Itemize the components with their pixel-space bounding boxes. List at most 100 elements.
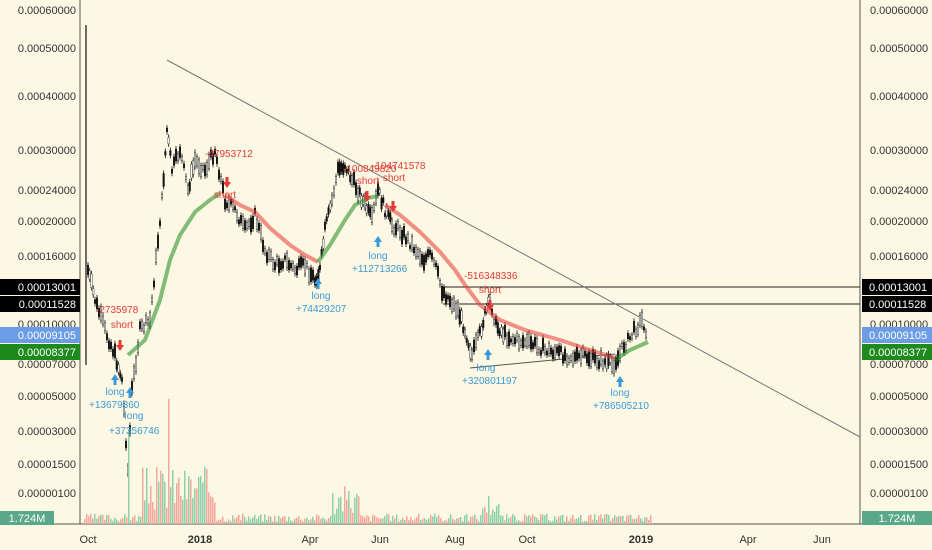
volume-bar	[288, 516, 290, 524]
volume-bar	[162, 473, 164, 524]
short-arrow-icon	[116, 340, 124, 351]
candle-body	[319, 265, 322, 270]
volume-bar	[178, 477, 180, 524]
candle-body	[480, 326, 483, 337]
volume-bar	[250, 519, 252, 524]
signal-value: -2735978	[96, 305, 139, 316]
volume-bar	[100, 514, 102, 524]
volume-bar	[174, 503, 176, 524]
candle-body	[237, 219, 240, 225]
volume-bar	[308, 520, 310, 524]
volume-bar	[346, 499, 348, 524]
volume-bar	[512, 514, 514, 524]
candle-body	[288, 260, 291, 271]
volume-bar	[204, 466, 206, 524]
volume-bar	[244, 517, 246, 524]
candle-body	[249, 217, 252, 233]
volume-bar	[102, 514, 104, 524]
volume-bar	[324, 518, 326, 524]
volume-bar	[580, 514, 582, 524]
volume-bar	[292, 521, 294, 524]
candle-body	[586, 353, 589, 364]
volume-bar	[160, 470, 162, 524]
volume-bar	[328, 518, 330, 524]
long-arrow-icon	[484, 349, 492, 360]
candle-body	[449, 295, 452, 307]
candle-body	[142, 325, 145, 332]
volume-bar	[366, 515, 368, 524]
volume-bar	[332, 493, 334, 524]
volume-bar	[278, 515, 280, 524]
volume-bar	[552, 520, 554, 524]
volume-bar	[606, 513, 608, 524]
candle-body	[124, 440, 127, 449]
volume-bar	[362, 515, 364, 524]
volume-bar	[498, 503, 500, 524]
volume-bar	[562, 514, 564, 524]
candle-body	[419, 250, 422, 265]
candle-body	[355, 182, 358, 195]
volume-bar	[94, 513, 96, 524]
candle-body	[304, 259, 307, 275]
volume-bar	[402, 517, 404, 524]
candle-body	[576, 346, 579, 361]
candle-body	[146, 319, 149, 324]
volume-bar	[298, 516, 300, 524]
candle-body	[578, 352, 581, 359]
candle-body	[613, 360, 616, 374]
price-tag-right-text: 0.00013001	[869, 282, 927, 294]
right-axis-tick: 0.00005000	[870, 391, 928, 403]
volume-bar	[200, 475, 202, 524]
volume-bar	[216, 520, 218, 524]
candle-body	[225, 202, 228, 209]
candle-body	[349, 174, 352, 183]
candle-body	[504, 324, 507, 338]
candle-body	[164, 151, 167, 156]
volume-bar	[316, 514, 318, 524]
candle-body	[635, 328, 638, 337]
volume-bar	[418, 513, 420, 524]
volume-bar	[242, 513, 244, 524]
volume-bar	[108, 515, 110, 524]
volume-bar	[558, 516, 560, 524]
candle-body	[122, 403, 125, 415]
candle-body	[217, 169, 220, 180]
candle-body	[625, 344, 628, 351]
candle-body	[423, 255, 426, 271]
volume-bar	[536, 517, 538, 524]
candle-body	[284, 255, 287, 260]
price-tag-right-text: 0.00011528	[869, 299, 926, 311]
volume-bar	[434, 513, 436, 524]
short-arrow-icon	[486, 300, 494, 311]
candle-body	[427, 249, 430, 258]
signal-value: -516348336	[464, 271, 518, 282]
volume-bar	[608, 514, 610, 524]
left-axis-tick: 0.00001500	[18, 459, 76, 471]
volume-bar	[168, 399, 170, 524]
candle-body	[413, 247, 416, 254]
candle-body	[158, 220, 161, 227]
candle-body	[399, 227, 402, 238]
volume-bar	[380, 518, 382, 524]
candle-body	[109, 341, 112, 350]
candle-body	[566, 355, 569, 366]
volume-bar	[340, 496, 342, 524]
candle-body	[435, 262, 438, 267]
left-axis-tick: 0.00000100	[18, 488, 76, 500]
candle-body	[353, 172, 356, 185]
signal-label: long	[611, 388, 630, 399]
candle-body	[458, 309, 461, 325]
volume-bar	[644, 517, 646, 524]
candle-body	[528, 332, 531, 346]
volume-bar	[210, 496, 212, 524]
candle-body	[506, 334, 509, 346]
long-arrow-icon	[126, 387, 134, 398]
candle-body	[393, 227, 396, 235]
volume-bar	[124, 514, 126, 524]
candle-body	[568, 357, 571, 363]
volume-bar	[640, 518, 642, 524]
signal-value: +320801197	[462, 376, 518, 387]
volume-bar	[574, 519, 576, 524]
volume-bar	[482, 508, 484, 524]
